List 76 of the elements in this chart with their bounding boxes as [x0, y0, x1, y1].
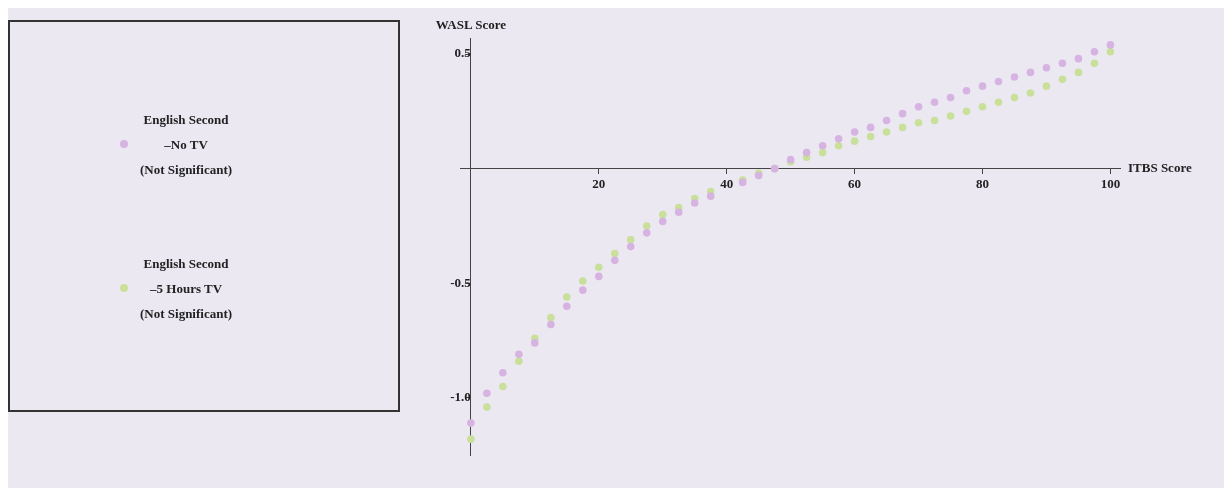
point: [978, 82, 987, 90]
point: [610, 249, 619, 258]
point: [626, 235, 635, 244]
x-tick-label: 60: [848, 175, 862, 191]
point: [850, 128, 859, 136]
point: [578, 286, 587, 294]
point: [610, 256, 619, 265]
point: [1106, 47, 1115, 56]
point: [594, 272, 603, 281]
point: [850, 137, 859, 145]
point: [547, 320, 555, 329]
point: [914, 119, 923, 127]
point: [818, 141, 827, 150]
point: [467, 435, 475, 443]
point: [626, 242, 635, 251]
point: [499, 368, 507, 377]
point: [882, 128, 891, 136]
point: [531, 339, 539, 347]
legend-label: English Second –5 Hours TV (Not Significant): [140, 254, 233, 323]
point: [483, 389, 491, 398]
legend-label: English Second –No TV (Not Significant): [140, 110, 233, 179]
point: [1058, 75, 1067, 84]
point: [499, 382, 507, 391]
point: [674, 208, 683, 217]
point: [1058, 59, 1067, 68]
point: [818, 148, 827, 157]
point: [1090, 59, 1099, 68]
point: [515, 350, 523, 359]
point: [1010, 73, 1019, 81]
point: [994, 98, 1003, 106]
x-tick-label: 40: [720, 175, 734, 191]
point: [802, 148, 811, 157]
point: [1074, 54, 1083, 63]
point: [658, 210, 667, 219]
x-tick-label: 80: [976, 175, 989, 191]
point: [594, 263, 603, 272]
point: [962, 86, 971, 95]
point: [690, 199, 699, 207]
point: [994, 77, 1003, 86]
x-tick-label: 100: [1100, 175, 1121, 191]
point: [946, 112, 955, 120]
point: [834, 141, 843, 150]
point: [658, 217, 667, 226]
point: [866, 123, 875, 132]
point: [1026, 68, 1035, 77]
point: [914, 102, 923, 111]
point: [946, 93, 955, 102]
point: [547, 313, 555, 322]
x-axis-title: ITBS Score: [1128, 160, 1192, 176]
point: [1026, 89, 1035, 97]
point: [1106, 41, 1115, 49]
y-axis-title: WASL Score: [435, 16, 507, 32]
point: [930, 98, 939, 106]
point: [1042, 64, 1051, 72]
x-tick-label: 20: [592, 175, 606, 191]
point: [962, 107, 971, 116]
point: [563, 302, 571, 310]
point: [978, 102, 987, 111]
point: [930, 116, 939, 125]
point: [866, 132, 875, 141]
point: [642, 229, 651, 237]
point: [1090, 47, 1099, 56]
point: [563, 293, 571, 301]
point: [706, 192, 715, 200]
point: [1074, 68, 1083, 77]
point: [578, 277, 587, 285]
point: [483, 403, 491, 411]
point: [515, 357, 523, 366]
point: [898, 123, 907, 132]
point: [1010, 93, 1019, 102]
point: [834, 135, 843, 143]
point: [882, 116, 891, 125]
point: [1042, 82, 1051, 90]
point: [898, 109, 907, 118]
point: [642, 222, 651, 230]
point: [467, 419, 475, 427]
